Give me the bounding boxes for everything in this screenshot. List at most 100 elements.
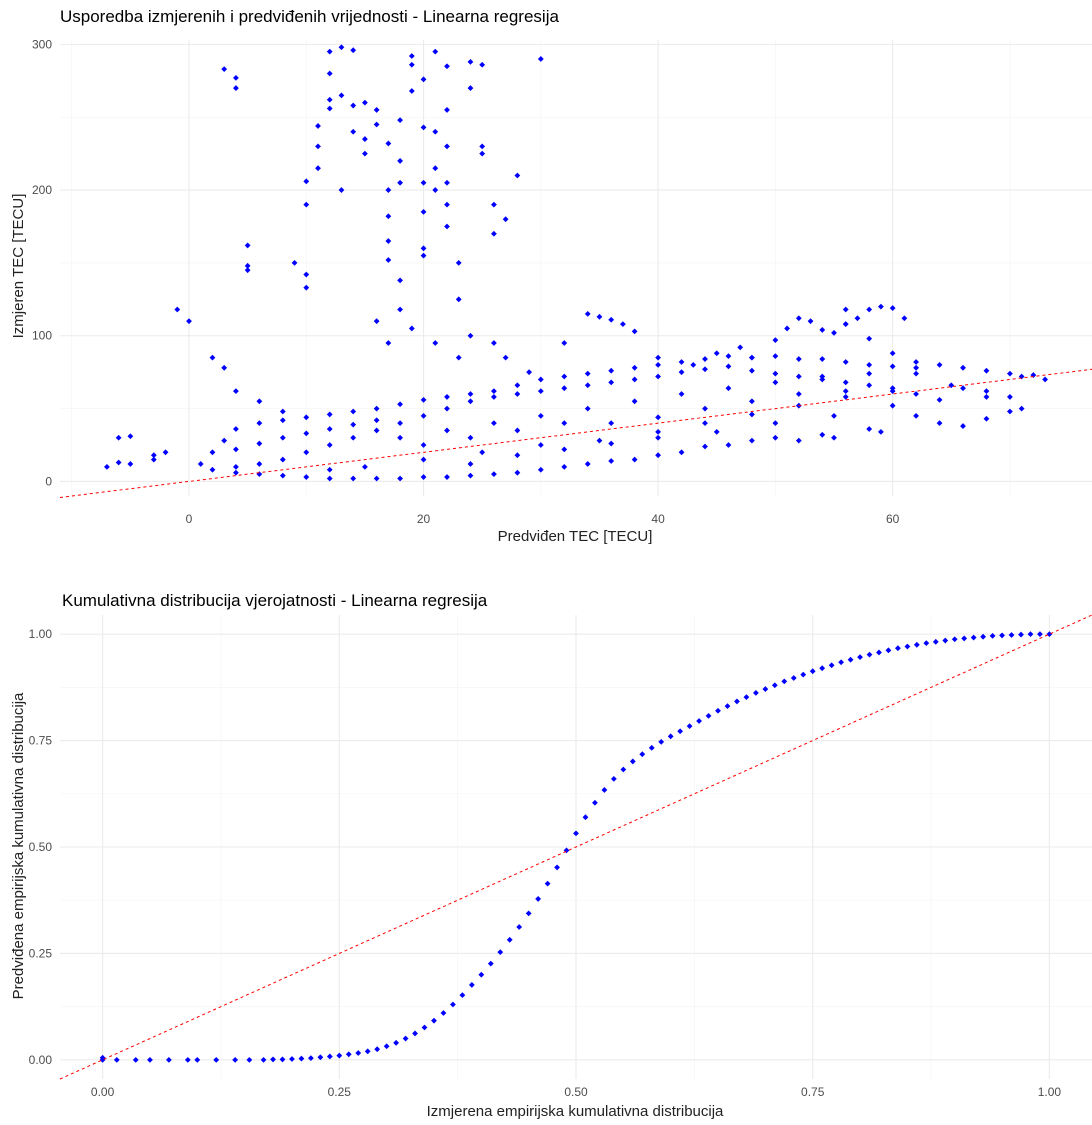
data-point <box>336 1052 343 1059</box>
data-point <box>338 44 345 51</box>
data-point <box>772 353 779 360</box>
chart-title: Usporedba izmjerenih i predviđenih vrije… <box>60 7 559 26</box>
data-point <box>487 960 494 967</box>
data-point <box>197 461 204 467</box>
data-point <box>932 638 939 645</box>
data-point <box>385 187 392 193</box>
data-point <box>889 350 896 357</box>
data-point <box>749 354 755 361</box>
data-point <box>831 412 837 419</box>
data-point <box>842 306 849 313</box>
data-point <box>362 136 368 142</box>
data-point <box>373 405 380 412</box>
data-point <box>279 434 286 441</box>
data-point <box>1007 394 1013 400</box>
data-point <box>408 53 415 59</box>
data-point <box>502 216 509 223</box>
data-point <box>303 178 310 185</box>
data-point <box>702 443 708 450</box>
data-point <box>678 369 685 376</box>
plot-grid <box>60 615 1092 1079</box>
data-point <box>772 370 779 377</box>
x-axis-ticks: 0 20 40 60 <box>186 512 900 526</box>
data-point <box>1046 631 1053 638</box>
data-point <box>847 656 854 663</box>
y-tick-label: 0 <box>45 474 52 488</box>
data-point <box>260 1056 267 1063</box>
data-point <box>667 733 674 740</box>
data-point <box>960 385 966 392</box>
data-point <box>491 230 497 237</box>
data-point <box>702 405 708 412</box>
data-point <box>913 364 919 371</box>
data-point <box>233 469 239 476</box>
data-point <box>279 456 286 463</box>
data-point <box>147 1056 153 1063</box>
data-point <box>866 361 873 368</box>
data-point <box>345 1051 352 1058</box>
data-point <box>842 388 849 395</box>
data-point <box>420 179 427 186</box>
data-point <box>584 461 591 467</box>
data-point <box>326 1053 333 1060</box>
data-point <box>526 369 532 376</box>
data-point <box>983 415 990 422</box>
data-point <box>795 356 802 362</box>
data-point <box>479 449 486 456</box>
data-point <box>209 466 216 473</box>
data-point <box>601 787 608 793</box>
data-point <box>256 398 263 405</box>
y-tick-label: 0.25 <box>29 946 53 960</box>
data-point <box>350 434 357 441</box>
data-point <box>467 85 474 91</box>
data-point <box>749 398 755 405</box>
data-point <box>842 394 849 400</box>
data-point <box>936 420 943 427</box>
data-point <box>420 76 427 83</box>
data-point <box>362 99 368 106</box>
data-point <box>244 242 251 249</box>
data-point <box>99 1056 106 1063</box>
x-tick-label: 0.00 <box>91 1085 115 1099</box>
data-point <box>221 364 228 371</box>
data-point <box>1007 370 1013 377</box>
data-point <box>608 440 615 447</box>
data-point <box>936 396 943 403</box>
data-point <box>467 398 474 405</box>
data-point <box>838 659 845 666</box>
x-axis-ticks: 0.00 0.25 0.50 0.75 1.00 <box>91 1085 1061 1099</box>
data-point <box>725 385 732 392</box>
data-point <box>631 364 638 371</box>
data-point <box>913 412 919 419</box>
data-point <box>713 428 720 435</box>
data-point <box>537 56 544 62</box>
data-point <box>326 466 333 473</box>
data-point <box>749 367 755 374</box>
data-point <box>420 396 427 403</box>
data-point <box>854 315 861 322</box>
data-point <box>516 924 523 930</box>
data-point <box>866 426 873 432</box>
data-point <box>790 675 797 681</box>
data-point <box>584 405 591 412</box>
data-point <box>514 172 521 179</box>
data-point <box>115 434 122 441</box>
data-point <box>1027 631 1034 638</box>
data-point <box>233 74 239 81</box>
data-point <box>233 388 239 395</box>
data-point <box>781 678 788 685</box>
data-point <box>1037 631 1043 638</box>
data-point <box>535 896 542 902</box>
data-point <box>397 179 403 186</box>
data-point <box>1007 408 1013 415</box>
data-point <box>303 284 310 291</box>
data-point <box>889 402 896 409</box>
data-point <box>999 632 1005 639</box>
data-point <box>655 414 661 421</box>
y-tick-label: 1.00 <box>29 627 53 641</box>
data-point <box>450 1001 456 1008</box>
data-point <box>1008 632 1015 638</box>
data-point <box>317 1054 324 1061</box>
data-point <box>421 1024 428 1031</box>
